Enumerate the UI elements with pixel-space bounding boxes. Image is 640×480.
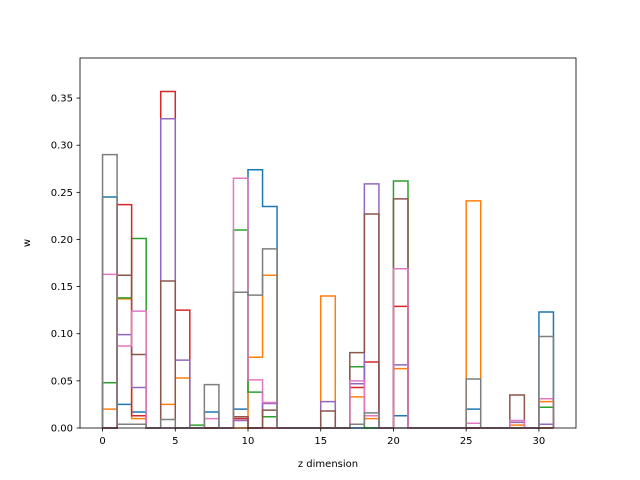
- axes-layer: [79, 57, 577, 429]
- y-tick-label: 0.30: [51, 141, 73, 152]
- y-tick-label: 0.25: [51, 188, 73, 199]
- plot-area: [80, 58, 576, 428]
- y-tick-label: 0.05: [51, 376, 73, 387]
- x-tick-label: 5: [172, 436, 178, 447]
- plot-frame: [79, 57, 577, 429]
- x-axis-label: z dimension: [298, 459, 358, 470]
- y-tick-label: 0.00: [51, 424, 73, 435]
- y-tick-label: 0.20: [51, 235, 73, 246]
- x-tick-label: 15: [314, 436, 327, 447]
- y-tick-label: 0.15: [51, 282, 73, 293]
- y-tick-label: 0.35: [51, 94, 73, 105]
- y-axis-label: w: [22, 239, 33, 247]
- x-tick-label: 0: [99, 436, 105, 447]
- x-tick-label: 30: [533, 436, 546, 447]
- x-tick-label: 10: [242, 436, 255, 447]
- y-tick-label: 0.10: [51, 329, 73, 340]
- x-tick-label: 20: [387, 436, 400, 447]
- x-tick-label: 25: [460, 436, 473, 447]
- ticks-layer: 0 5 10 15 20 25 30 0.00 0.05 0.10 0.15 0.20 0.25 0.30…: [51, 94, 546, 447]
